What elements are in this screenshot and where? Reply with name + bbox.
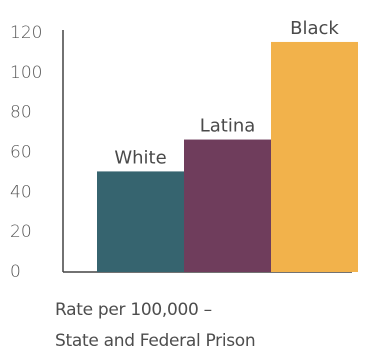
bar-label-black: Black (290, 18, 339, 39)
y-tick-label: 20 (10, 222, 32, 242)
y-tick-label: 120 (10, 23, 42, 43)
y-tick-labels: 0 20 40 60 80 100 120 (10, 23, 42, 282)
bar-label-latina: Latina (200, 116, 256, 137)
bar-black (271, 41, 358, 273)
bar-label-white: White (114, 147, 166, 168)
y-tick-label: 0 (10, 262, 21, 282)
bars (97, 41, 358, 273)
y-tick-label: 40 (10, 182, 32, 202)
y-tick-label: 100 (10, 63, 42, 83)
y-tick-label: 60 (10, 143, 32, 163)
caption-line-2: State and Federal Prison (55, 331, 256, 351)
caption-line-1: Rate per 100,000 – (55, 300, 212, 320)
y-tick-label: 80 (10, 103, 32, 123)
bar-labels: White Latina Black (114, 18, 339, 168)
bar-latina (184, 139, 271, 272)
bar-white (97, 171, 184, 272)
